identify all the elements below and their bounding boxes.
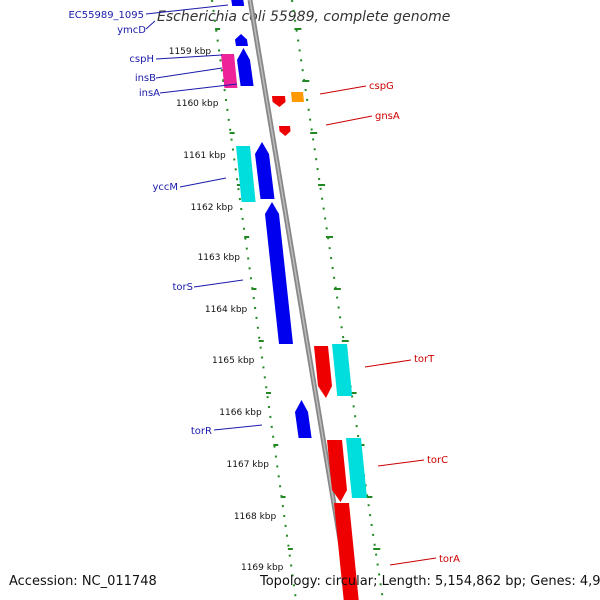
kbp-label: 1167 kbp [227, 460, 270, 470]
gene-gnsA [279, 126, 291, 136]
leader-line [364, 359, 412, 368]
kbp-label: 1162 kbp [191, 203, 234, 213]
gene-torT-b [332, 344, 353, 396]
gene-torS [265, 202, 293, 344]
leader-line [145, 20, 156, 30]
gene-label-forward: torS [173, 282, 194, 293]
gene-label-forward: ymcD [117, 25, 146, 36]
label-leader-lines [145, 4, 437, 566]
topology-label: Topology: circular; Length: 5,154,862 bp… [260, 574, 600, 589]
gene-cspH [221, 54, 238, 88]
gene-label-forward: cspH [129, 54, 154, 65]
gene-orange [291, 92, 304, 102]
gene-insB [237, 48, 254, 86]
gene-yccM-b [255, 142, 275, 199]
leader-line [319, 85, 367, 95]
kbp-label: 1159 kbp [169, 47, 212, 57]
ruler-line [291, 0, 384, 600]
gene-label-reverse: gnsA [375, 111, 400, 122]
gene-ec55989-1095 [231, 0, 245, 6]
leader-line [213, 424, 263, 431]
leader-line [145, 4, 229, 15]
kbp-label: 1164 kbp [205, 305, 248, 315]
gene-features [221, 0, 367, 600]
gene-yccM [236, 146, 256, 202]
gene-torC-b [346, 438, 367, 498]
gene-label-forward: yccM [152, 182, 178, 193]
kbp-label: 1165 kbp [212, 356, 255, 366]
gene-labels: 1159 kbp 1160 kbp 1161 kbp 1162 kbp 1163 kbp… [68, 10, 460, 573]
genome-backbone [247, 0, 353, 600]
leader-line [389, 557, 437, 566]
kbp-label: 1163 kbp [198, 253, 241, 263]
ruler-dotted-lines [211, 0, 384, 600]
leader-line [377, 459, 425, 467]
gene-ymcD [235, 34, 248, 46]
leader-line [155, 54, 223, 60]
gene-label-reverse: torT [414, 354, 435, 365]
gene-label-reverse: torC [427, 455, 448, 466]
kbp-label: 1160 kbp [176, 99, 219, 109]
leader-line [155, 67, 223, 79]
gene-label-forward: insA [139, 88, 160, 99]
gene-torA [334, 503, 359, 600]
gene-cspG [272, 96, 286, 107]
leader-line [325, 115, 373, 126]
gene-label-reverse: torA [439, 554, 460, 565]
kbp-label: 1166 kbp [219, 408, 262, 418]
gene-label-forward: torR [191, 426, 212, 437]
gene-torC [327, 440, 347, 502]
kbp-label: 1168 kbp [234, 512, 277, 522]
accession-label: Accession: NC_011748 [9, 574, 157, 589]
backbone-highlight [249, 0, 351, 600]
leader-line [179, 177, 227, 188]
ruler-line [211, 0, 297, 600]
gene-label-reverse: cspG [369, 81, 394, 92]
kbp-label: 1169 kbp [241, 563, 284, 573]
gene-label-forward: insB [135, 73, 156, 84]
leader-line [193, 279, 244, 288]
gene-torR [295, 400, 312, 438]
map-title: Escherichia coli 55989, complete genome [157, 9, 451, 25]
leader-line [159, 83, 238, 94]
gene-label-forward: EC55989_1095 [68, 10, 144, 21]
gene-torT [314, 346, 332, 398]
kbp-label: 1161 kbp [183, 151, 226, 161]
